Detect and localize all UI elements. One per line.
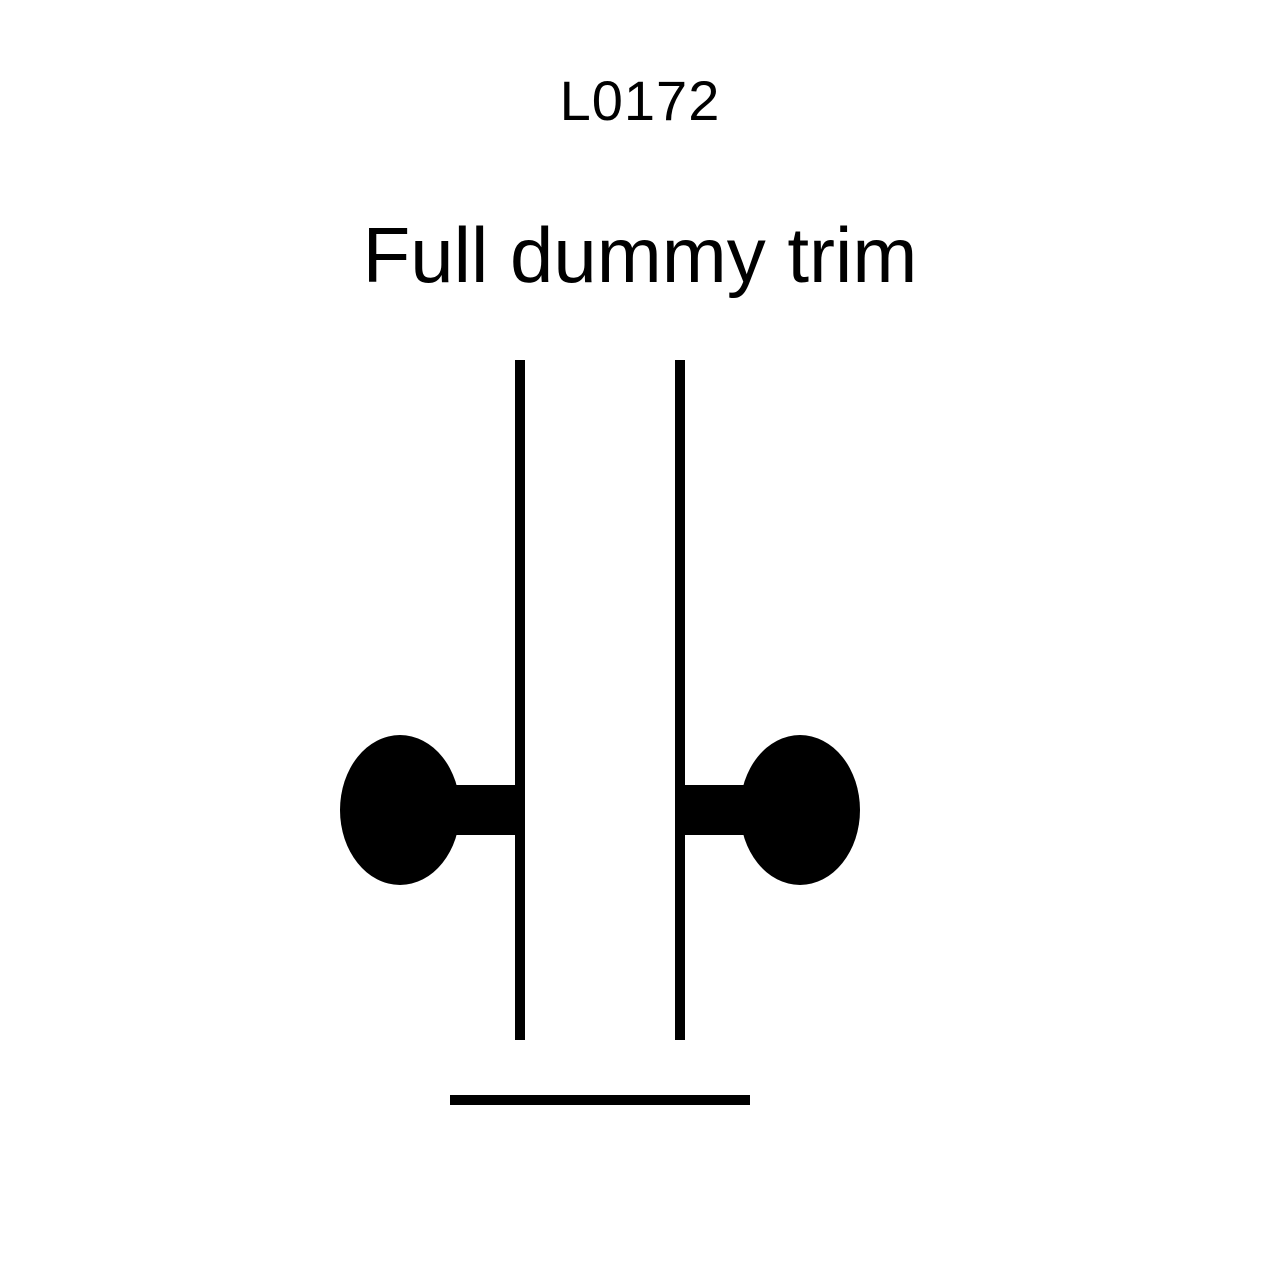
knob-right	[685, 735, 860, 885]
knob-left-head	[340, 735, 460, 885]
diagram-svg	[0, 0, 1280, 1280]
knob-right-head	[740, 735, 860, 885]
diagram-canvas: L0172 Full dummy trim	[0, 0, 1280, 1280]
knob-left	[340, 735, 515, 885]
